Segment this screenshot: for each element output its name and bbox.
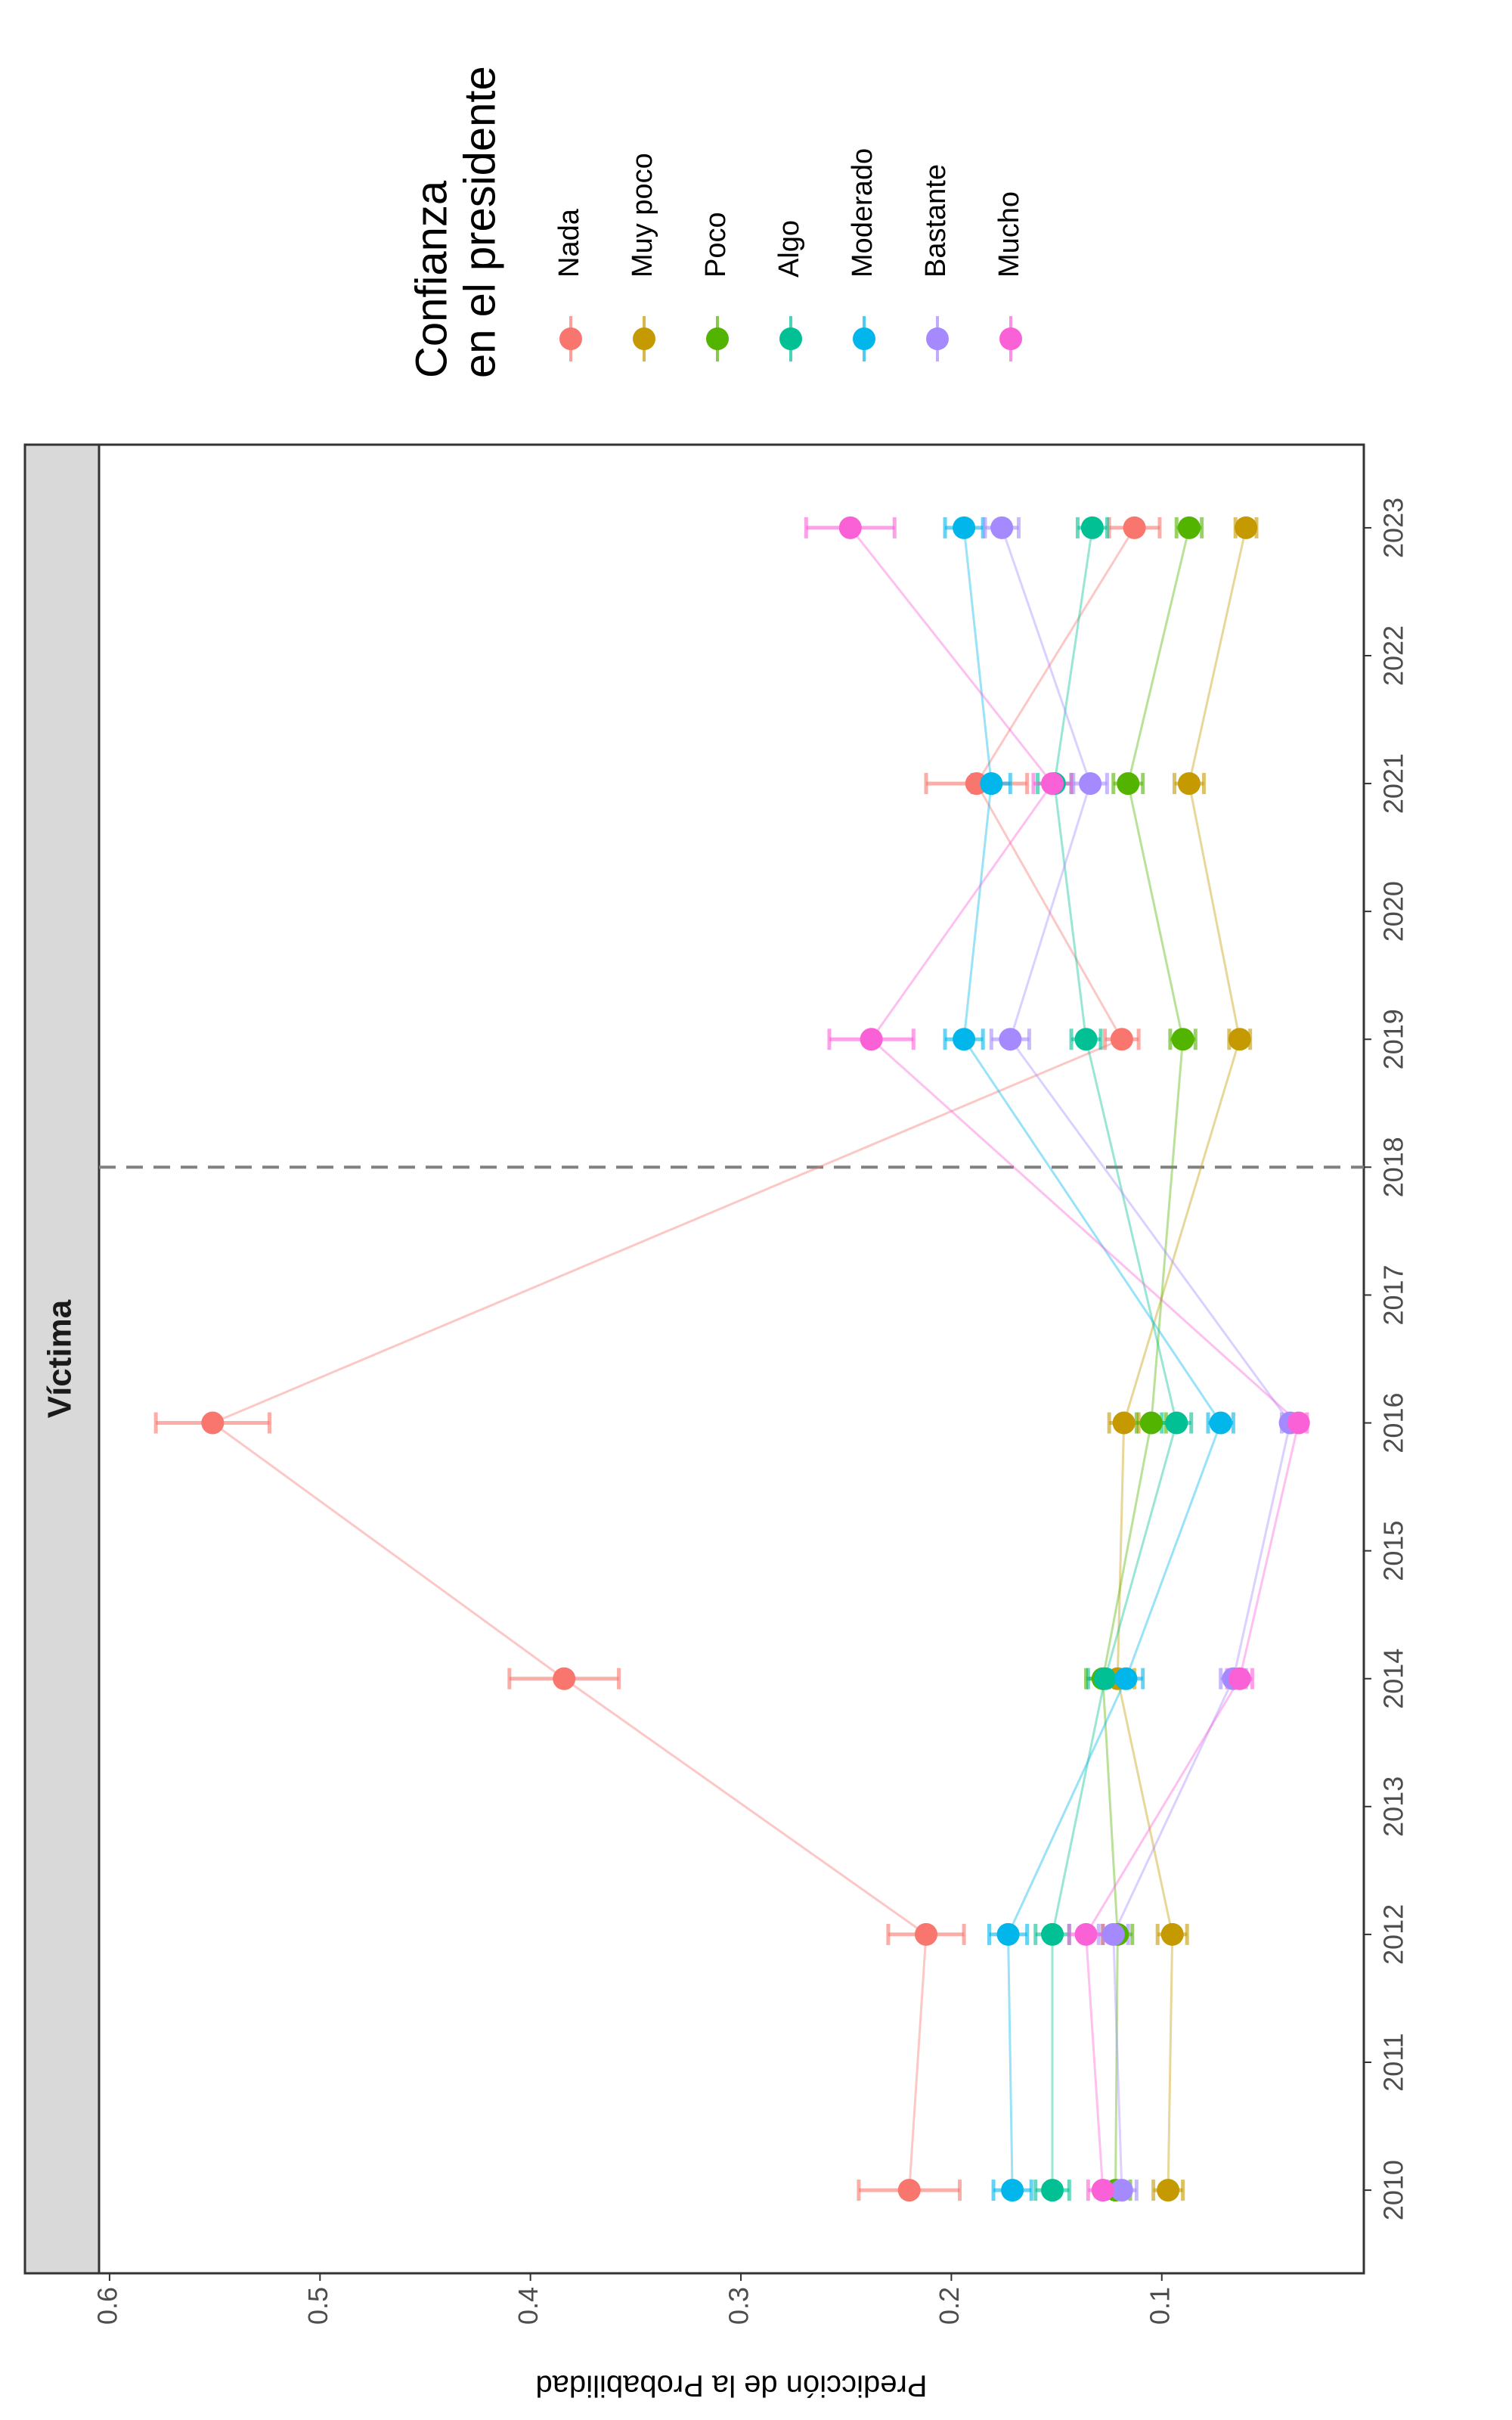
legend-label: Moderado [847,148,878,278]
x-tick-label: 2015 [1378,1521,1409,1581]
point [1091,2179,1114,2202]
point [1171,1028,1194,1051]
legend-title: Confianza [407,180,456,378]
legend-title: en el presidente [455,66,504,378]
point [980,772,1003,796]
point [1041,772,1064,796]
point [996,1922,1020,1946]
legend-key [999,327,1022,350]
legend-label: Poco [700,212,732,278]
point [953,516,976,539]
x-tick-label: 2019 [1378,1009,1409,1069]
point [990,516,1014,539]
point [1228,1028,1251,1051]
point [1165,1411,1188,1435]
legend-label: Mucho [993,191,1025,278]
point [1117,772,1140,796]
point [1079,772,1102,796]
point [1041,1922,1064,1946]
x-tick-label: 2011 [1378,2033,1409,2091]
point [897,2179,921,2202]
rotated-plot: Víctima 0.1 0.2 0.3 0.4 0.5 0.6 2010 2011 2012 201… [23,66,1409,2402]
point [1287,1411,1310,1435]
y-axis-title: Predicción de la Probabilidad [535,2369,927,2402]
legend-key [706,327,729,350]
x-tick-label: 2010 [1378,2160,1409,2220]
legend-label: Nada [553,208,585,278]
point [1074,1028,1098,1051]
legend-key [779,327,802,350]
x-tick-label: 2017 [1378,1264,1409,1325]
point [1160,1922,1184,1946]
x-tick-label: 2012 [1378,1904,1409,1965]
x-tick-label: 2020 [1378,881,1409,942]
point [1074,1922,1098,1946]
panel [98,443,1365,2275]
y-tick-label: 0.1 [1144,2287,1175,2325]
y-tick-label: 0.5 [302,2287,333,2325]
point [914,1922,937,1946]
legend-label: Bastante [920,164,952,278]
x-tick-label: 2023 [1378,498,1409,558]
point [1093,1667,1117,1690]
point [999,1028,1022,1051]
x-tick-label: 2022 [1378,625,1409,686]
x-tick-label: 2016 [1378,1392,1409,1453]
point [1177,516,1201,539]
legend-key [633,327,655,350]
legend-key [559,327,582,350]
strip-label: Víctima [42,1299,79,1418]
point [1001,2179,1024,2202]
point [1123,516,1146,539]
legend-key [853,327,875,350]
legend-label: Algo [773,220,805,278]
legend-label: Muy poco [627,153,658,278]
point [1228,1667,1251,1690]
point [1209,1411,1232,1435]
x-tick-label: 2014 [1378,1649,1409,1709]
point [1157,2179,1180,2202]
point [1110,1028,1133,1051]
y-tick-label: 0.6 [91,2287,122,2325]
point [953,1028,976,1051]
y-tick-label: 0.4 [513,2287,544,2325]
point [1177,772,1201,796]
point [1080,516,1104,539]
point [1139,1411,1163,1435]
x-tick-label: 2013 [1378,1776,1409,1837]
point [838,516,862,539]
y-tick-label: 0.2 [934,2287,965,2325]
x-tick-label: 2018 [1378,1137,1409,1197]
point [201,1411,225,1435]
point [553,1667,576,1690]
point [1110,2179,1133,2202]
y-tick-label: 0.3 [723,2287,754,2325]
point [1041,2179,1064,2202]
point [860,1028,883,1051]
point [1235,516,1258,539]
x-tick-label: 2021 [1378,753,1409,814]
point [1112,1411,1136,1435]
point [1101,1922,1125,1946]
point [1114,1667,1138,1690]
legend-key [926,327,949,350]
